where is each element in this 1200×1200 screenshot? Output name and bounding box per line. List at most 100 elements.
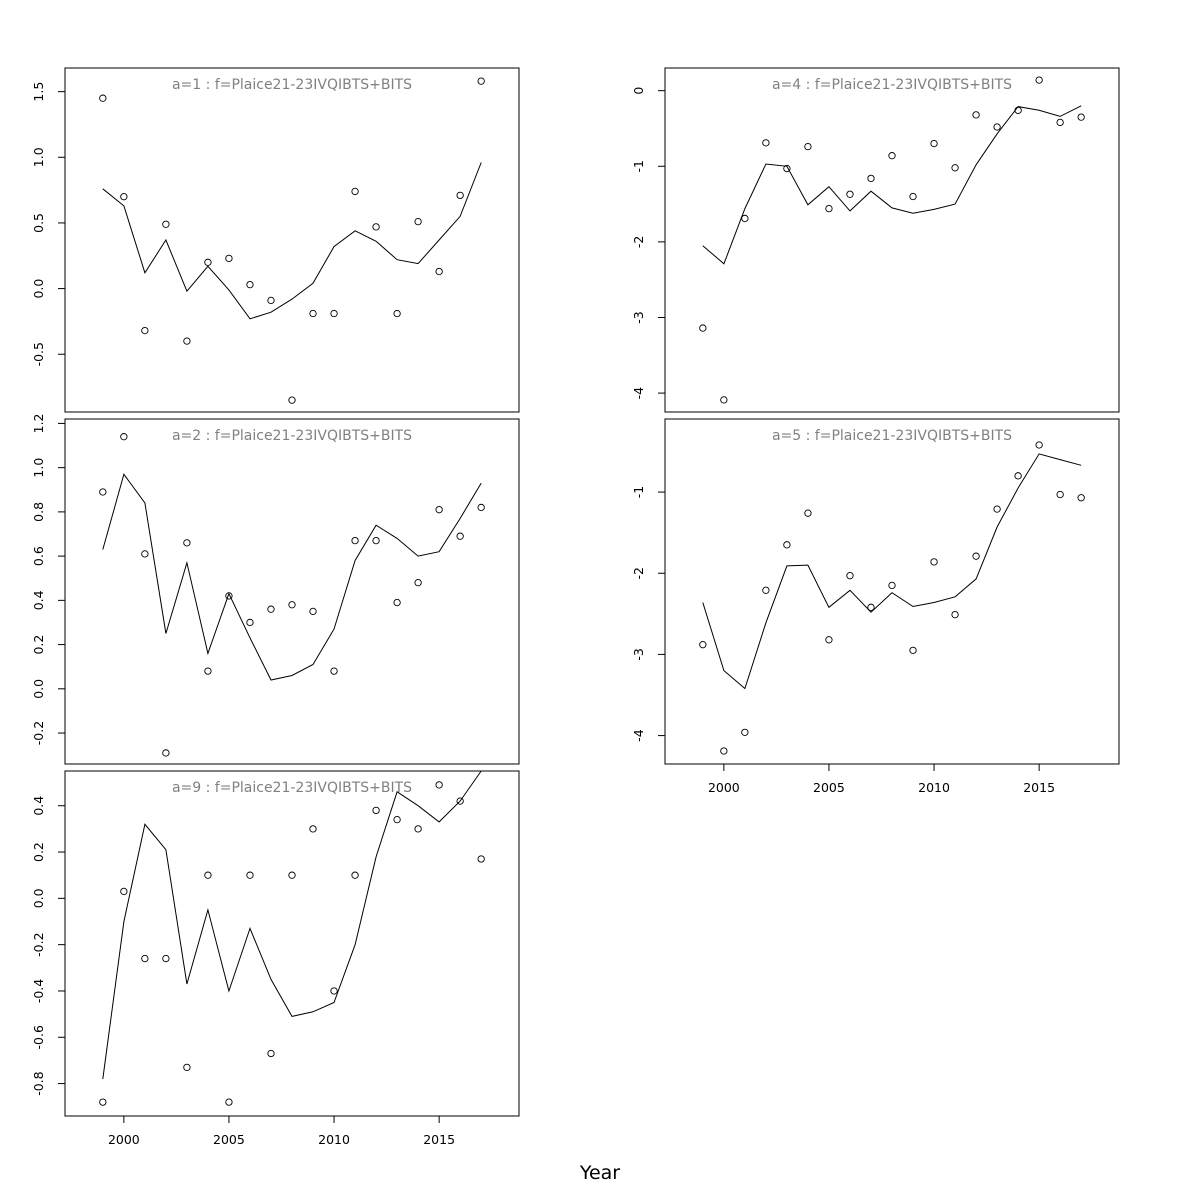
observed-point (930, 139, 938, 148)
y-tick-label: -1 (631, 486, 646, 498)
observed-point (246, 280, 254, 289)
panel-title: a=4 : f=Plaice21-23IVQIBTS+BITS (772, 77, 1012, 93)
observed-point (930, 558, 938, 566)
observed-point (309, 309, 317, 318)
observed-point (120, 887, 128, 896)
y-tick-label: -0.6 (31, 1025, 46, 1049)
y-tick-label: -0.2 (31, 932, 46, 956)
y-tick-label: -2 (631, 236, 646, 248)
y-tick-label: -4 (631, 729, 646, 742)
observed-point (225, 592, 233, 600)
observed-point (972, 552, 980, 560)
observed-point (762, 586, 770, 594)
observed-point (309, 825, 317, 833)
observed-point (141, 954, 149, 963)
plot-frame (664, 418, 1120, 765)
observed-point (330, 987, 338, 995)
y-tick-label: 0 (631, 87, 646, 95)
y-tick-label: 1.0 (31, 147, 46, 167)
x-tick-label: 2005 (813, 780, 845, 795)
panel-2: a=2 : f=Plaice21-23IVQIBTS+BITS -0.2 0.0 0.… (31, 413, 520, 765)
panels: a=1 : f=Plaice21-23IVQIBTS+BITS -0.5 0.0 0.… (31, 67, 1120, 1147)
y-tick-label: -3 (631, 311, 646, 323)
panel-title: a=5 : f=Plaice21-23IVQIBTS+BITS (772, 428, 1012, 444)
observed-point (393, 598, 401, 607)
observed-point (414, 579, 422, 587)
observed-point (846, 190, 854, 198)
y-tick-label: 0.0 (31, 888, 46, 908)
observed-point (1056, 118, 1064, 127)
observed-point (204, 258, 212, 266)
y-tick-label: -0.2 (31, 721, 46, 745)
observed-point (888, 581, 896, 590)
observed-point (1035, 441, 1043, 449)
observed-point (456, 797, 464, 805)
observed-point (162, 749, 170, 757)
observed-point (183, 1063, 191, 1072)
observed-point (951, 164, 959, 172)
observed-point (456, 532, 464, 540)
observed-point (141, 550, 149, 558)
observed-point (183, 337, 191, 345)
observed-point (825, 204, 833, 213)
observed-point (372, 536, 380, 545)
observed-point (993, 505, 1001, 513)
y-tick-label: 0.2 (31, 635, 46, 655)
observed-point (1014, 106, 1022, 114)
y-tick-label: -1 (631, 160, 646, 172)
panel-5: a=5 : f=Plaice21-23IVQIBTS+BITS -4 -3 -2 -1 2… (631, 418, 1120, 795)
observed-point (225, 1098, 233, 1106)
observed-point (1077, 113, 1085, 121)
observed-point (267, 296, 275, 305)
observed-point (246, 618, 254, 627)
observed-point (741, 214, 749, 223)
y-tick-label: -2 (631, 567, 646, 579)
observed-point (783, 164, 791, 173)
observed-point (225, 254, 233, 263)
y-tick-label: -3 (631, 648, 646, 660)
observed-point (99, 1098, 107, 1106)
observed-point (846, 572, 854, 580)
fitted-line (702, 453, 1082, 690)
x-tick-label: 2015 (1023, 780, 1055, 795)
y-tick-label: 0.2 (31, 842, 46, 862)
observed-point (372, 223, 380, 231)
observed-point (699, 324, 707, 332)
observed-point (330, 309, 338, 318)
y-tick-label: 1.2 (31, 413, 46, 433)
observed-point (351, 536, 359, 545)
y-tick-label: -0.5 (31, 342, 46, 366)
fitted-line (102, 162, 482, 320)
observed-point (372, 806, 380, 815)
observed-point (456, 191, 464, 200)
panel-4: a=4 : f=Plaice21-23IVQIBTS+BITS -4 -3 -2 -1 0 (631, 67, 1120, 413)
observed-point (204, 871, 212, 879)
observed-point (741, 728, 749, 736)
observed-point (1056, 490, 1064, 499)
observed-point (1077, 494, 1085, 502)
observed-point (414, 217, 422, 226)
observed-point (393, 815, 401, 824)
observed-point (141, 326, 149, 335)
plot-frame (64, 418, 520, 765)
observed-point (825, 636, 833, 644)
y-tick-label: 0.4 (31, 796, 46, 816)
y-tick-label: 0.5 (31, 213, 46, 233)
panel-title: a=2 : f=Plaice21-23IVQIBTS+BITS (172, 428, 412, 444)
observed-point (951, 610, 959, 619)
observed-point (699, 641, 707, 649)
observed-point (267, 1049, 275, 1058)
observed-point (414, 825, 422, 833)
observed-point (888, 152, 896, 160)
observed-point (309, 607, 317, 616)
observed-point (435, 781, 443, 789)
plot-frame (64, 67, 520, 413)
y-tick-label: 0.0 (31, 279, 46, 299)
observed-point (183, 539, 191, 547)
fitted-line (702, 105, 1082, 265)
x-tick-label: 2000 (108, 1132, 140, 1147)
x-tick-label: 2000 (708, 780, 740, 795)
observed-point (246, 871, 254, 879)
observed-point (288, 601, 296, 609)
fitted-line (102, 473, 482, 681)
